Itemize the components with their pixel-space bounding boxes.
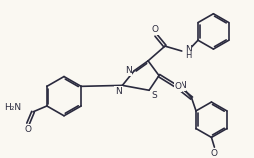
Text: O: O [152, 25, 158, 34]
Text: O: O [25, 125, 31, 134]
Text: S: S [151, 91, 157, 100]
Text: H: H [185, 52, 191, 60]
Text: H₂N: H₂N [4, 103, 21, 112]
Text: N: N [125, 66, 132, 75]
Text: O: O [211, 149, 218, 158]
Text: N: N [115, 87, 122, 96]
Text: N: N [185, 45, 192, 54]
Text: O: O [174, 82, 181, 91]
Text: N: N [179, 81, 185, 90]
